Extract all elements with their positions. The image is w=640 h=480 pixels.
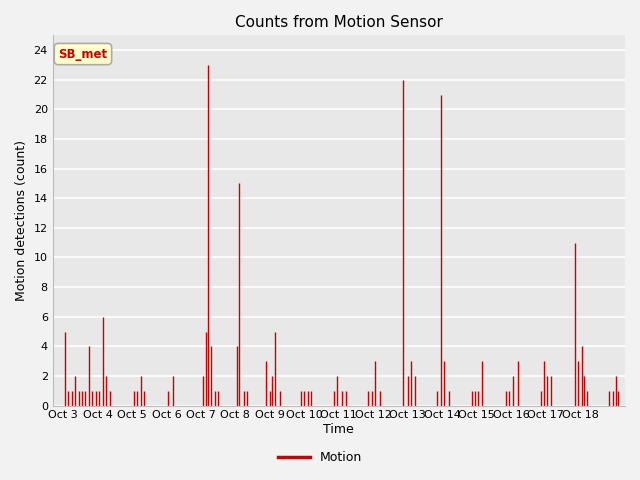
- X-axis label: Time: Time: [323, 423, 354, 436]
- Legend: Motion: Motion: [273, 446, 367, 469]
- Y-axis label: Motion detections (count): Motion detections (count): [15, 140, 28, 301]
- Title: Counts from Motion Sensor: Counts from Motion Sensor: [235, 15, 443, 30]
- Text: SB_met: SB_met: [58, 48, 108, 60]
